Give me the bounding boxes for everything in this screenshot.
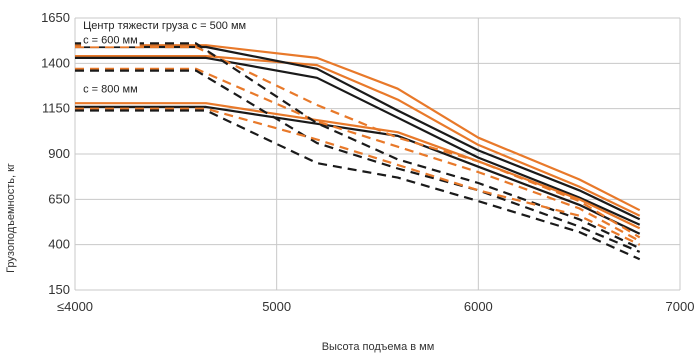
y-tick-label: 650 <box>48 191 70 206</box>
series-line-7 <box>75 45 641 239</box>
series-line-1 <box>75 44 641 212</box>
y-tick-label: 1650 <box>41 10 70 25</box>
annotation-label: с = 800 мм <box>83 83 138 95</box>
annotation-bg <box>81 33 140 47</box>
y-tick-label: 1400 <box>41 55 70 70</box>
series-line-6 <box>75 105 641 235</box>
series-group <box>75 42 641 261</box>
y-tick-label: 150 <box>48 282 70 297</box>
series-line-4 <box>75 56 641 226</box>
y-tick-label: 900 <box>48 146 70 161</box>
series-line-3 <box>75 45 641 221</box>
x-tick-label: ≤4000 <box>57 299 93 314</box>
series-line-12 <box>75 109 641 261</box>
series-line-10 <box>75 69 641 253</box>
x-tick-label: 5000 <box>262 299 291 314</box>
x-tick-label: 7000 <box>666 299 695 314</box>
y-axis-label: Грузоподъемность, кг <box>5 163 17 273</box>
series-line-5 <box>75 102 641 230</box>
series-line-8 <box>75 67 641 242</box>
x-tick-label: 6000 <box>464 299 493 314</box>
annotations: Центр тяжести груза с = 500 мм с = 600 мм… <box>81 18 249 96</box>
y-tick-label: 1150 <box>42 101 70 116</box>
tick-labels: 150 400 650 900 1150 1400 1650 ≤4000 5000 6000 700… <box>41 10 694 314</box>
annotation-label: Центр тяжести груза с = 500 мм <box>83 20 246 32</box>
series-line-2 <box>75 54 641 217</box>
y-tick-label: 400 <box>48 237 70 252</box>
annotation-bg <box>81 82 140 96</box>
annotation-label: с = 600 мм <box>83 34 138 46</box>
annotation-bg <box>81 18 249 32</box>
x-axis-label: Высота подъема в мм <box>322 341 435 353</box>
series-line-9 <box>75 42 641 250</box>
series-line-11 <box>75 107 641 246</box>
